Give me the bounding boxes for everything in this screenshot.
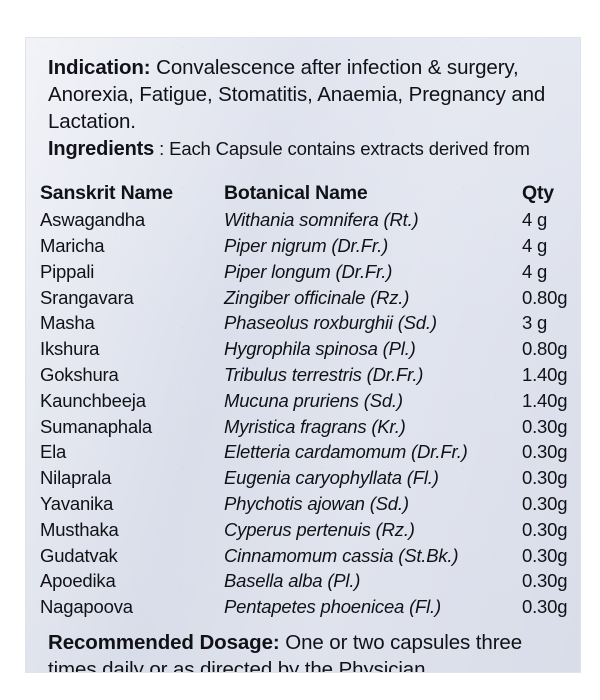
dosage-block: Recommended Dosage: One or two capsules …: [40, 629, 566, 672]
cell-sanskrit-name: Apoedika: [40, 570, 116, 592]
cell-botanical-name: Cyperus pertenuis (Rz.): [224, 518, 415, 540]
cell-qty: 0.30g: [522, 441, 568, 463]
cell-qty: 4 g: [522, 235, 548, 257]
cell-qty: 0.30g: [522, 544, 568, 566]
indication-label: Indication:: [48, 56, 151, 79]
cell-botanical-name: Cinnamomum cassia (St.Bk.): [224, 544, 459, 566]
product-label-card: Indication: Convalescence after infectio…: [26, 38, 580, 672]
table-row: Kaunchbeeja Mucuna pruriens (Sd.) 1.40g: [40, 388, 580, 414]
table-row: Nilaprala Eugenia caryophyllata (Fl.) 0.30…: [40, 465, 580, 491]
table-row: Maricha Piper nigrum (Dr.Fr.) 4 g: [40, 233, 580, 259]
table-row: Yavanika Phychotis ajowan (Sd.) 0.30g: [40, 491, 580, 517]
cell-qty: 0.30g: [522, 467, 568, 489]
dosage-text: One or two capsules three times daily or…: [48, 631, 523, 672]
ingredients-table: Sanskrit Name Botanical Name Qty Aswagan…: [40, 181, 580, 621]
cell-botanical-name: Eugenia caryophyllata (Fl.): [224, 467, 439, 489]
cell-botanical-name: Tribulus terrestris (Dr.Fr.): [224, 364, 424, 386]
cell-botanical-name: Piper nigrum (Dr.Fr.): [224, 235, 389, 257]
table-header-row: Sanskrit Name Botanical Name Qty: [40, 181, 580, 208]
column-header-botanical: Botanical Name: [224, 181, 368, 204]
cell-qty: 1.40g: [522, 389, 568, 411]
cell-sanskrit-name: Yavanika: [40, 493, 114, 515]
cell-botanical-name: Phaseolus roxburghii (Sd.): [224, 312, 437, 334]
table-row: Gokshura Tribulus terrestris (Dr.Fr.) 1.40…: [40, 362, 580, 388]
table-row: Aswagandha Withania somnifera (Rt.) 4 g: [40, 207, 580, 233]
cell-qty: 0.30g: [522, 570, 568, 592]
cell-botanical-name: Withania somnifera (Rt.): [224, 209, 419, 231]
cell-qty: 0.80g: [522, 286, 568, 308]
cell-qty: 0.30g: [522, 493, 568, 515]
cell-qty: 4 g: [522, 209, 548, 231]
column-header-qty: Qty: [522, 181, 554, 204]
cell-sanskrit-name: Srangavara: [40, 286, 134, 308]
cell-sanskrit-name: Aswagandha: [40, 209, 145, 231]
column-header-sanskrit: Sanskrit Name: [40, 181, 173, 204]
table-row: Srangavara Zingiber officinale (Rz.) 0.80g: [40, 285, 580, 311]
cell-sanskrit-name: Ikshura: [40, 338, 100, 360]
cell-botanical-name: Zingiber officinale (Rz.): [224, 286, 410, 308]
table-row: Ela Eletteria cardamomum (Dr.Fr.) 0.30g: [40, 439, 580, 465]
cell-botanical-name: Mucuna pruriens (Sd.): [224, 389, 403, 411]
table-row: Gudatvak Cinnamomum cassia (St.Bk.) 0.30g: [40, 543, 580, 569]
cell-botanical-name: Pentapetes phoenicea (Fl.): [224, 596, 441, 618]
ingredients-intro-block: Ingredients : Each Capsule contains extr…: [40, 136, 566, 162]
cell-botanical-name: Basella alba (Pl.): [224, 570, 361, 592]
cell-sanskrit-name: Masha: [40, 312, 95, 334]
cell-qty: 0.30g: [522, 596, 568, 618]
cell-sanskrit-name: Pippali: [40, 260, 95, 282]
indication-text: Convalescence after infection & surgery,…: [48, 56, 546, 133]
cell-sanskrit-name: Sumanaphala: [40, 415, 152, 437]
cell-qty: 4 g: [522, 260, 548, 282]
table-row: Masha Phaseolus roxburghii (Sd.) 3 g: [40, 310, 580, 336]
table-row: Nagapoova Pentapetes phoenicea (Fl.) 0.30g: [40, 594, 580, 620]
cell-sanskrit-name: Maricha: [40, 235, 105, 257]
cell-botanical-name: Myristica fragrans (Kr.): [224, 415, 406, 437]
ingredients-intro-text: : Each Capsule contains extracts derived…: [154, 138, 530, 159]
table-row: Pippali Piper longum (Dr.Fr.) 4 g: [40, 259, 580, 285]
cell-sanskrit-name: Ela: [40, 441, 67, 463]
table-row: Apoedika Basella alba (Pl.) 0.30g: [40, 568, 580, 594]
cell-botanical-name: Piper longum (Dr.Fr.): [224, 260, 393, 282]
cell-qty: 0.30g: [522, 518, 568, 540]
table-row: Ikshura Hygrophila spinosa (Pl.) 0.80g: [40, 336, 580, 362]
cell-botanical-name: Hygrophila spinosa (Pl.): [224, 338, 416, 360]
cell-qty: 0.80g: [522, 338, 568, 360]
cell-sanskrit-name: Kaunchbeeja: [40, 389, 146, 411]
dosage-label: Recommended Dosage:: [48, 631, 280, 655]
indication-block: Indication: Convalescence after infectio…: [40, 54, 566, 135]
cell-qty: 3 g: [522, 312, 548, 334]
cell-sanskrit-name: Gudatvak: [40, 544, 118, 566]
cell-sanskrit-name: Nagapoova: [40, 596, 133, 618]
cell-botanical-name: Eletteria cardamomum (Dr.Fr.): [224, 441, 468, 463]
cell-qty: 0.30g: [522, 415, 568, 437]
ingredients-table-head: Sanskrit Name Botanical Name Qty: [40, 181, 580, 208]
table-row: Sumanaphala Myristica fragrans (Kr.) 0.30g: [40, 414, 580, 440]
cell-qty: 1.40g: [522, 364, 568, 386]
table-row: Musthaka Cyperus pertenuis (Rz.) 0.30g: [40, 517, 580, 543]
cell-sanskrit-name: Gokshura: [40, 364, 119, 386]
cell-botanical-name: Phychotis ajowan (Sd.): [224, 493, 409, 515]
cell-sanskrit-name: Musthaka: [40, 518, 119, 540]
ingredients-label: Ingredients: [48, 138, 155, 160]
cell-sanskrit-name: Nilaprala: [40, 467, 112, 489]
ingredients-table-body: Aswagandha Withania somnifera (Rt.) 4 g Mar…: [40, 207, 580, 620]
